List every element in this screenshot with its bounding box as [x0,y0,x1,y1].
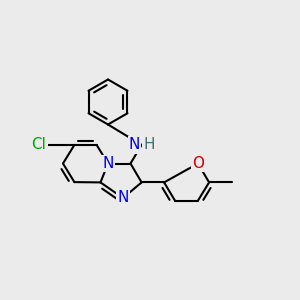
Text: Cl: Cl [32,137,46,152]
Text: H: H [143,137,154,152]
Text: N: N [117,190,129,206]
Text: N: N [129,137,140,152]
Text: O: O [192,156,204,171]
Text: N: N [102,156,114,171]
